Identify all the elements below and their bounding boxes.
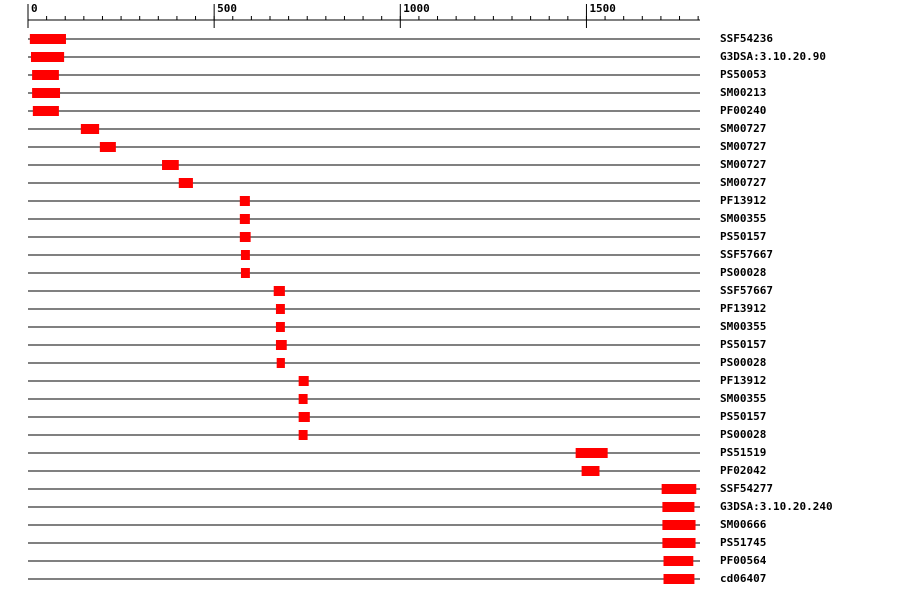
track-label: PF00564 — [720, 554, 767, 567]
track-label: SM00355 — [720, 320, 766, 333]
domain-bar — [662, 502, 695, 512]
track-label: SM00355 — [720, 392, 766, 405]
track-label: PF13912 — [720, 194, 766, 207]
domain-bar — [581, 466, 600, 476]
track-label: SM00213 — [720, 86, 766, 99]
domain-bar — [662, 520, 696, 530]
track-label: PS50157 — [720, 338, 766, 351]
domain-bar — [661, 484, 697, 494]
domain-bar — [30, 52, 65, 62]
domain-bar — [663, 556, 694, 566]
domain-bar — [298, 394, 308, 404]
track-label: PS51519 — [720, 446, 766, 459]
x-tick-label: 1500 — [589, 2, 616, 15]
track-label: PS51745 — [720, 536, 766, 549]
domain-bar — [32, 106, 59, 116]
domain-bar — [275, 322, 285, 332]
domain-bar — [80, 124, 100, 134]
x-tick-label: 0 — [31, 2, 38, 15]
track-label: SSF54277 — [720, 482, 773, 495]
domain-bar — [32, 88, 61, 98]
track-label: PF00240 — [720, 104, 766, 117]
domain-bar — [240, 268, 250, 278]
track-label: PF02042 — [720, 464, 766, 477]
track-label: cd06407 — [720, 572, 766, 585]
track-label: SM00727 — [720, 158, 766, 171]
track-label: PS50053 — [720, 68, 766, 81]
domain-bar — [178, 178, 193, 188]
domain-bar — [99, 142, 116, 152]
domain-bar — [298, 376, 309, 386]
domain-bar — [663, 574, 695, 584]
domain-bar — [298, 412, 310, 422]
track-label: SSF54236 — [720, 32, 773, 45]
track-label: G3DSA:3.10.20.240 — [720, 500, 833, 513]
domain-bar — [162, 160, 179, 170]
domain-bar — [32, 70, 59, 80]
track-label: PS00028 — [720, 356, 766, 369]
domain-bar — [276, 358, 285, 368]
domain-bar — [239, 214, 250, 224]
track-label: SM00727 — [720, 140, 766, 153]
track-label: PF13912 — [720, 302, 766, 315]
track-label: PS00028 — [720, 266, 766, 279]
domain-bar — [239, 232, 251, 242]
domain-bar — [240, 250, 250, 260]
x-tick-label: 500 — [217, 2, 237, 15]
domain-bar — [298, 430, 308, 440]
domain-bar — [273, 286, 285, 296]
x-tick-label: 1000 — [403, 2, 430, 15]
domain-bar — [29, 34, 66, 44]
track-label: G3DSA:3.10.20.90 — [720, 50, 826, 63]
track-label: SM00666 — [720, 518, 767, 531]
track-label: PF13912 — [720, 374, 766, 387]
track-label: SM00355 — [720, 212, 766, 225]
domain-bar — [239, 196, 250, 206]
track-label: PS50157 — [720, 410, 766, 423]
track-label: SSF57667 — [720, 248, 773, 261]
track-label: PS50157 — [720, 230, 766, 243]
domain-bar — [575, 448, 608, 458]
domain-bar — [275, 340, 287, 350]
domain-bar — [662, 538, 696, 548]
track-label: SSF57667 — [720, 284, 773, 297]
track-label: PS00028 — [720, 428, 766, 441]
track-label: SM00727 — [720, 176, 766, 189]
track-label: SM00727 — [720, 122, 766, 135]
domain-bar — [275, 304, 285, 314]
